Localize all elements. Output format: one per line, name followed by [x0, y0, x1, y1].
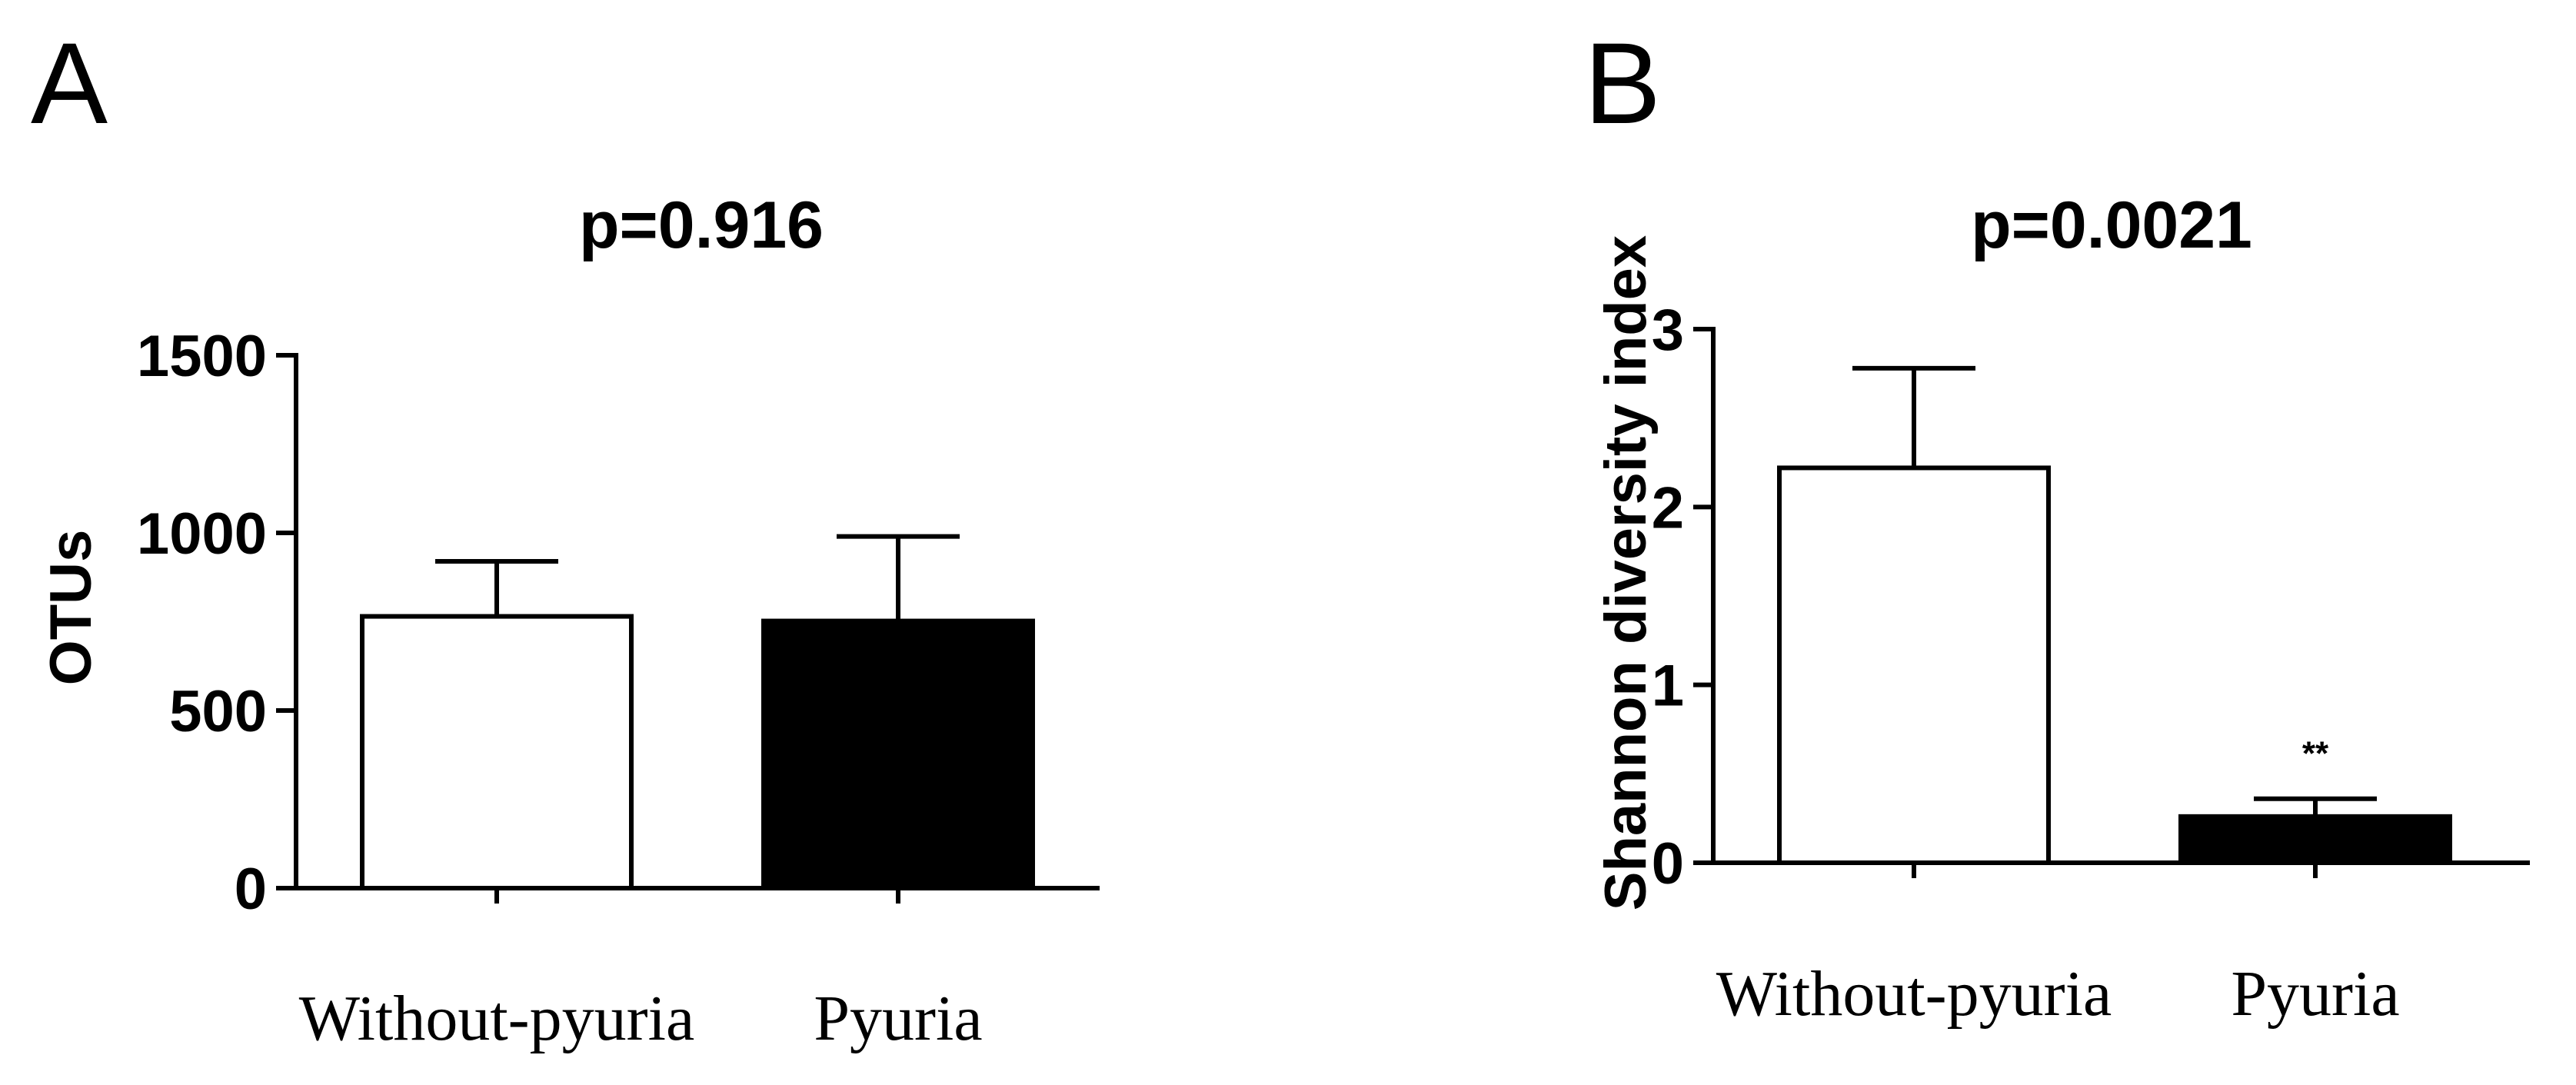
y-tick-label: 0 [1652, 831, 1684, 897]
y-tick-label: 500 [169, 679, 267, 744]
chart-title: p=0.0021 [1971, 188, 2252, 262]
y-tick-label: 2 [1652, 475, 1684, 541]
y-tick-label: 1000 [137, 501, 267, 567]
significance-marker: ** [2302, 735, 2329, 773]
y-axis-label: Shannon diversity index [1593, 235, 1659, 910]
y-axis-label: OTUs [38, 530, 104, 686]
y-tick-label: 3 [1652, 298, 1684, 363]
panel-letter: B [1584, 18, 1661, 148]
x-tick-label: Without-pyuria [299, 983, 695, 1054]
bar-without-pyuria [360, 614, 634, 890]
x-tick-label: Pyuria [814, 983, 982, 1054]
bar-without-pyuria [1777, 465, 2051, 865]
bar-pyuria [761, 618, 1035, 890]
chart-title: p=0.916 [579, 188, 824, 262]
bar-pyuria [2178, 814, 2452, 866]
y-tick-label: 0 [235, 857, 267, 922]
y-tick-label: 1500 [137, 324, 267, 389]
x-tick-label: Pyuria [2231, 958, 2399, 1030]
chart-a: Ap=0.916 OTUs 0 500 1000 1500 Without-pyuria Py… [31, 18, 1100, 1054]
y-tick-label: 1 [1652, 654, 1684, 719]
panel-letter: A [31, 18, 108, 148]
x-tick-label: Without-pyuria [1716, 958, 2112, 1030]
